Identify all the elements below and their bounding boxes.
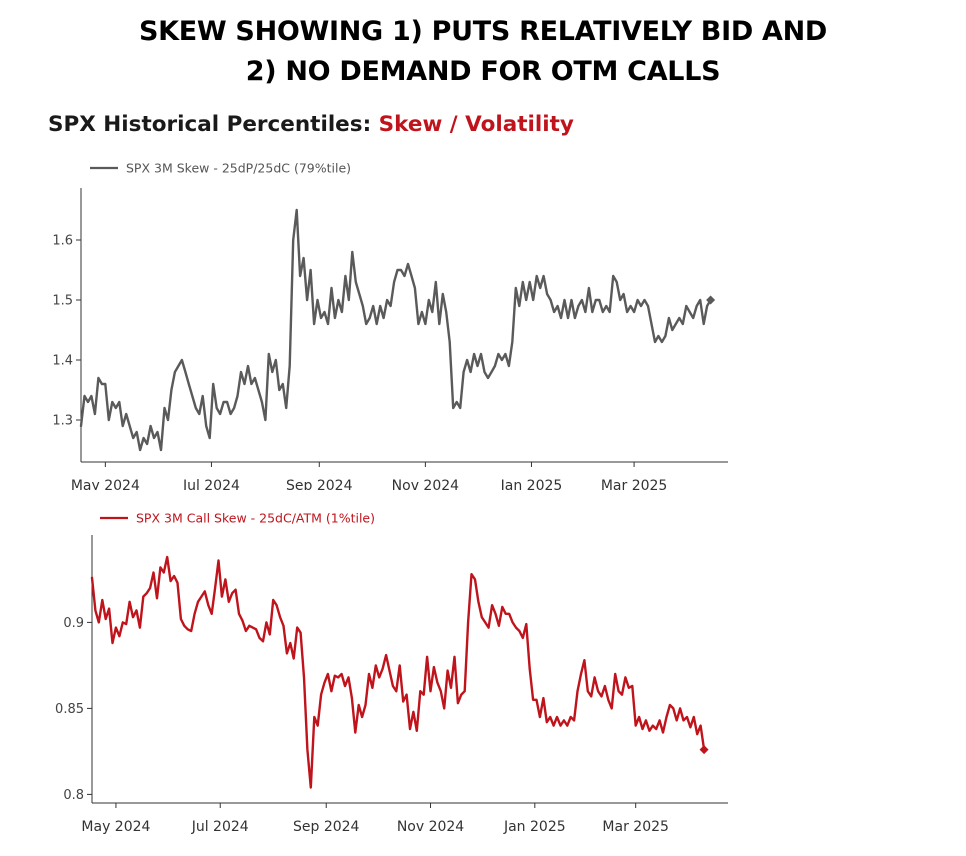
x-tick-label: Jul 2024 — [191, 819, 249, 835]
x-tick-label: Jan 2025 — [503, 819, 566, 835]
legend-label: SPX 3M Skew - 25dP/25dC (79%tile) — [126, 161, 351, 176]
skew-chart: SPX 3M Skew - 25dP/25dC (79%tile) 1.3 1.4 1… — [52, 161, 728, 490]
last-value-marker — [706, 295, 716, 305]
x-tick-label: Jul 2024 — [182, 478, 240, 490]
x-tick-label: Jan 2025 — [500, 478, 563, 490]
x-tick-label: Mar 2025 — [602, 819, 669, 835]
headline-line-2: 2) NO DEMAND FOR OTM CALLS — [245, 56, 721, 87]
y-tick-label: 0.8 — [63, 788, 84, 803]
last-value-marker — [699, 745, 709, 755]
chart-subtitle: SPX Historical Percentiles: Skew / Volat… — [48, 112, 574, 137]
x-tick-label: Sep 2024 — [293, 819, 360, 835]
x-tick-label: Nov 2024 — [397, 819, 464, 835]
series-line — [79, 208, 712, 452]
y-tick-label: 1.6 — [52, 234, 73, 249]
call-skew-chart: SPX 3M Call Skew - 25dC/ATM (1%tile) 0.8 0… — [55, 511, 728, 835]
y-tick-label: 1.3 — [52, 414, 73, 429]
x-tick-label: Nov 2024 — [392, 478, 459, 490]
y-tick-label: 0.9 — [63, 616, 84, 631]
y-tick-label: 1.4 — [52, 354, 73, 369]
subtitle-prefix: SPX Historical Percentiles: — [48, 112, 379, 137]
x-tick-label: Mar 2025 — [601, 478, 668, 490]
x-tick-label: May 2024 — [71, 478, 140, 490]
x-tick-label: Sep 2024 — [286, 478, 353, 490]
legend-label: SPX 3M Call Skew - 25dC/ATM (1%tile) — [136, 511, 375, 526]
y-tick-label: 1.5 — [52, 294, 73, 309]
series-line — [90, 555, 706, 789]
x-tick-label: May 2024 — [81, 819, 150, 835]
y-tick-label: 0.85 — [55, 702, 84, 717]
subtitle-accent: Skew / Volatility — [378, 112, 574, 137]
headline-line-1: SKEW SHOWING 1) PUTS RELATIVELY BID AND — [138, 16, 828, 47]
headline: SKEW SHOWING 1) PUTS RELATIVELY BID AND … — [0, 12, 966, 92]
